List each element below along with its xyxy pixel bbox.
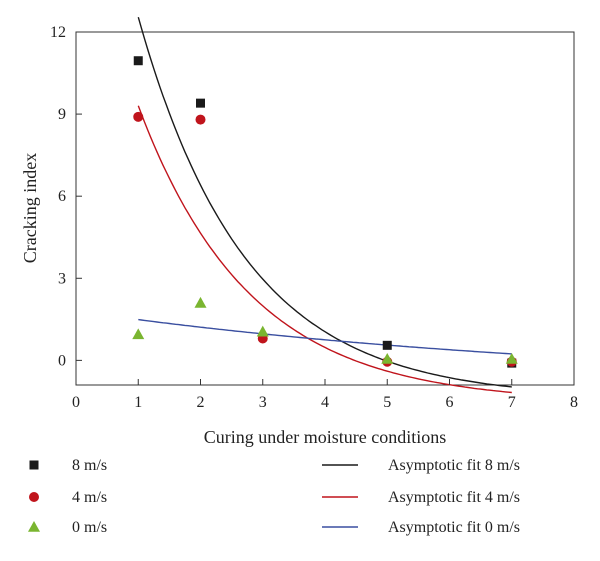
- legend: 8 m/s 4 m/s 0 m/s Asymptotic fit 8 m/s Asymp…: [28, 457, 520, 536]
- y-tick-label: 3: [58, 270, 66, 287]
- data-point-series-2: [132, 328, 145, 340]
- x-axis-title: Curing under moisture conditions: [204, 427, 446, 447]
- x-tick-label: 1: [134, 394, 142, 411]
- y-tick-label: 12: [50, 24, 66, 41]
- legend-label: Asymptotic fit 8 m/s: [388, 457, 520, 474]
- fit-curve-1: [137, 105, 512, 394]
- y-tick-label: 6: [58, 188, 66, 205]
- x-tick-label: 8: [570, 394, 578, 411]
- legend-label: 0 m/s: [72, 519, 107, 536]
- data-point-series-2: [256, 325, 269, 337]
- x-tick-label: 4: [321, 394, 329, 411]
- legend-label: 4 m/s: [72, 489, 107, 506]
- data-point-series-2: [381, 353, 394, 364]
- x-tick-label: 7: [508, 394, 516, 411]
- data-point-series-1: [195, 114, 206, 125]
- legend-label: Asymptotic fit 4 m/s: [388, 489, 520, 506]
- fit-curve-0: [137, 17, 512, 388]
- data-point-series-0: [133, 56, 143, 66]
- legend-marker-1: [29, 492, 39, 502]
- data-point-series-0: [382, 340, 392, 350]
- legend-marker-2: [28, 521, 40, 532]
- x-tick-label: 0: [72, 394, 80, 411]
- x-tick-label: 3: [259, 394, 267, 411]
- legend-marker-0: [29, 460, 39, 470]
- data-point-series-2: [505, 353, 518, 364]
- x-tick-label: 5: [383, 394, 391, 411]
- data-point-series-2: [194, 296, 207, 308]
- y-tick-label: 0: [58, 352, 66, 369]
- legend-label: 8 m/s: [72, 457, 107, 474]
- y-tick-label: 9: [58, 106, 66, 123]
- y-axis-title: Cracking index: [20, 153, 40, 263]
- fit-curves: [137, 17, 512, 394]
- data-point-series-1: [133, 111, 144, 122]
- data-points: [132, 56, 518, 368]
- legend-label: Asymptotic fit 0 m/s: [388, 519, 520, 536]
- data-point-series-0: [196, 98, 205, 108]
- x-tick-label: 2: [197, 394, 205, 411]
- fit-curve-2: [138, 318, 512, 355]
- x-tick-label: 6: [446, 394, 454, 411]
